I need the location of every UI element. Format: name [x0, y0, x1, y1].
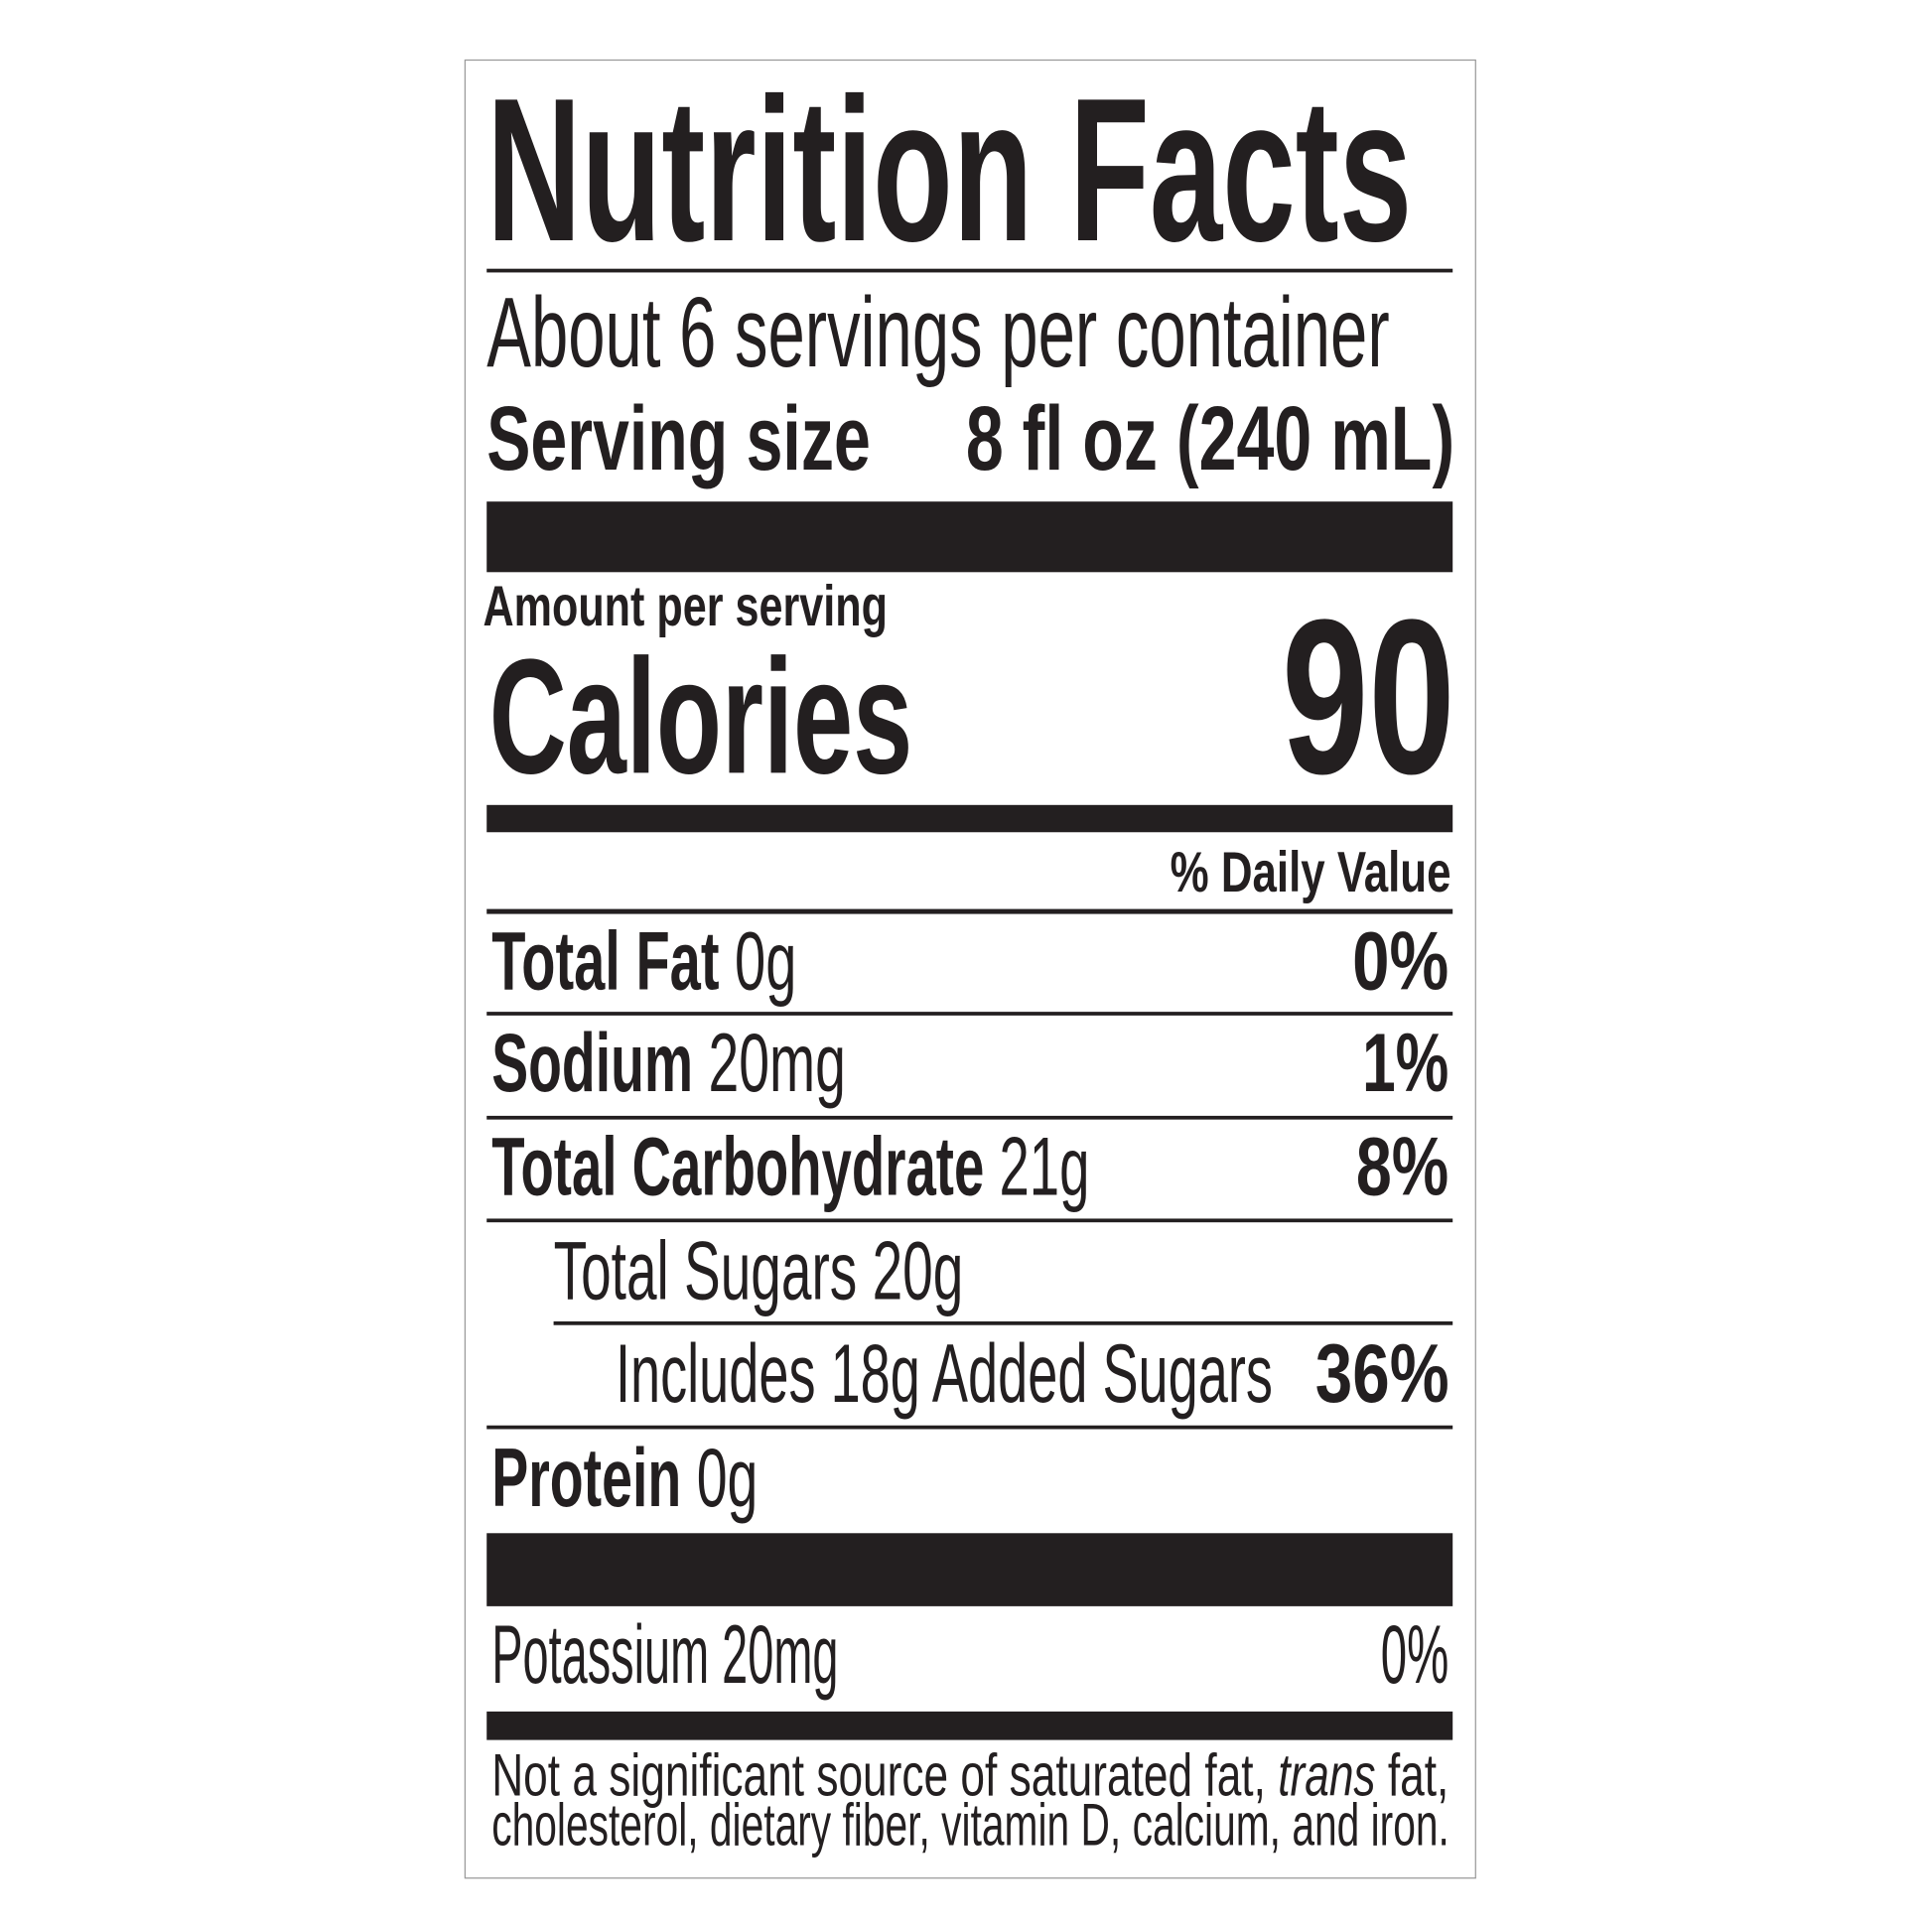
amount-per-serving: Amount per serving [483, 573, 888, 638]
divider [486, 1012, 1453, 1016]
nutrient-protein: Protein 0g [491, 1431, 759, 1525]
divider [553, 1320, 1453, 1325]
nutrient-total-sugars: Total Sugars 20g [553, 1224, 964, 1318]
divider [486, 1218, 1453, 1223]
daily-value-header: % Daily Value [1171, 839, 1451, 904]
title: Nutrition Facts [486, 56, 1413, 284]
vitamin-potassium: Potassium 20mg [491, 1608, 839, 1702]
dv-total-carbohydrate: 8% [1356, 1120, 1449, 1214]
calories-value: 90 [1282, 573, 1455, 820]
dv-total-fat: 0% [1352, 914, 1449, 1009]
footnote-line-1: Not a significant source of saturated fa… [491, 1743, 1449, 1810]
calories-label: Calories [488, 624, 913, 808]
nutrition-facts-panel [464, 59, 1476, 1879]
footnote-line-2: cholesterol, dietary fiber, vitamin D, c… [491, 1793, 1449, 1860]
thick-bar [486, 501, 1453, 573]
thick-bar [486, 1533, 1453, 1606]
nutrient-sodium: Sodium 20mg [491, 1017, 846, 1110]
divider [486, 1425, 1453, 1430]
nutrient-total-carbohydrate: Total Carbohydrate 21g [491, 1120, 1090, 1214]
divider [486, 908, 1453, 914]
divider [486, 268, 1453, 273]
dv-potassium: 0% [1380, 1608, 1449, 1702]
nutrient-total-fat: Total Fat 0g [491, 914, 797, 1009]
dv-added-sugars: 36% [1314, 1327, 1449, 1421]
divider [486, 1115, 1453, 1120]
serving-size-label: Serving size [486, 386, 871, 489]
servings-per-container: About 6 servings per container [486, 277, 1390, 388]
dv-sodium: 1% [1362, 1017, 1449, 1110]
serving-size-value: 8 fl oz (240 mL) [966, 386, 1455, 489]
nutrient-added-sugars: Includes 18g Added Sugars [615, 1327, 1273, 1421]
medium-bar [486, 804, 1453, 833]
medium-bar [486, 1711, 1453, 1740]
